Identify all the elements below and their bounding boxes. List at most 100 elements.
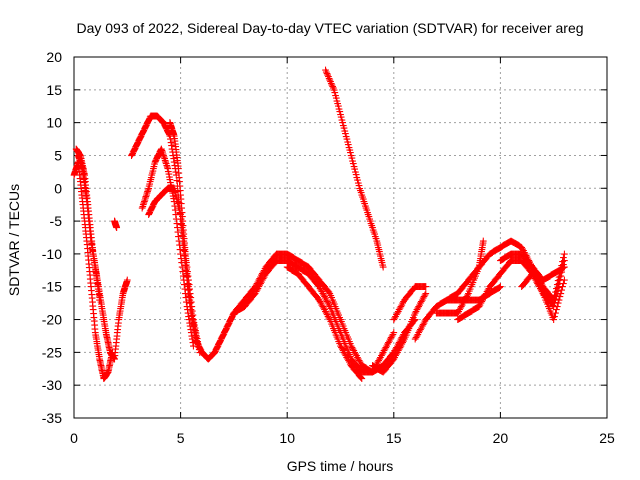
data-point: +	[117, 299, 125, 314]
data-point: +	[402, 291, 410, 306]
data-point: +	[384, 337, 392, 352]
data-point: +	[334, 99, 342, 114]
data-point: +	[409, 315, 417, 330]
data-point: +	[343, 350, 351, 365]
data-point: +	[182, 263, 190, 278]
data-point: +	[84, 245, 92, 260]
data-point: +	[242, 291, 250, 306]
data-point: +	[290, 251, 298, 266]
data-point: +	[375, 245, 383, 260]
data-point: +	[108, 348, 116, 363]
data-point: +	[90, 251, 98, 266]
data-point: +	[409, 283, 417, 298]
data-point: +	[80, 163, 88, 178]
data-point: +	[90, 251, 98, 266]
data-point: +	[329, 321, 337, 336]
data-point: +	[173, 174, 181, 189]
data-point: +	[178, 256, 186, 271]
data-point: +	[264, 258, 272, 273]
data-point: +	[88, 237, 96, 252]
data-point: +	[82, 181, 90, 196]
data-point: +	[138, 201, 146, 216]
data-point: +	[354, 176, 362, 191]
data-point: +	[416, 280, 424, 295]
data-point: +	[198, 345, 206, 360]
data-point: +	[73, 142, 81, 157]
data-point: +	[369, 223, 377, 238]
data-point: +	[407, 285, 415, 300]
data-point: +	[135, 134, 143, 149]
data-point: +	[162, 157, 170, 172]
data-point: +	[153, 109, 161, 124]
data-point: +	[169, 124, 177, 139]
y-tick-label: -25	[42, 344, 62, 360]
data-point: +	[176, 175, 184, 190]
data-point: +	[306, 282, 314, 297]
data-point: +	[189, 313, 197, 328]
y-tick-label: -30	[42, 377, 62, 393]
data-point: +	[194, 339, 202, 354]
data-point: +	[228, 309, 236, 324]
data-point: +	[171, 137, 179, 152]
data-point: +	[103, 367, 111, 382]
data-point: +	[231, 305, 239, 320]
data-point: +	[332, 88, 340, 103]
data-point: +	[311, 274, 319, 289]
data-point: +	[406, 319, 414, 334]
data-point: +	[165, 128, 173, 143]
data-point: +	[93, 271, 101, 286]
data-point: +	[260, 270, 268, 285]
data-point: +	[193, 334, 201, 349]
data-point: +	[401, 325, 409, 340]
data-point: +	[176, 203, 184, 218]
data-point: +	[386, 356, 394, 371]
data-point: +	[262, 267, 270, 282]
data-point: +	[341, 124, 349, 139]
data-point: +	[356, 183, 364, 198]
data-point: +	[394, 344, 402, 359]
data-point: +	[177, 208, 185, 223]
data-point: +	[150, 109, 158, 124]
data-point: +	[105, 340, 113, 355]
data-point: +	[109, 350, 117, 365]
data-point: +	[91, 260, 99, 275]
data-point: +	[76, 154, 84, 169]
data-point: +	[168, 183, 176, 198]
data-point: +	[195, 343, 203, 358]
data-point: +	[170, 192, 178, 207]
data-point: +	[334, 96, 342, 111]
data-point: +	[176, 179, 184, 194]
data-point: +	[81, 181, 89, 196]
data-point: +	[211, 344, 219, 359]
data-point: +	[139, 199, 147, 214]
data-point: +	[352, 347, 360, 362]
data-point: +	[175, 229, 183, 244]
data-point: +	[78, 185, 86, 200]
data-point: +	[83, 185, 91, 200]
data-point: +	[405, 321, 413, 336]
data-point: +	[332, 328, 340, 343]
data-point: +	[120, 283, 128, 298]
data-point: +	[244, 295, 252, 310]
data-point: +	[342, 326, 350, 341]
data-point: +	[250, 288, 258, 303]
data-point: +	[274, 253, 282, 268]
data-point: +	[368, 218, 376, 233]
data-point: +	[316, 274, 324, 289]
data-point: +	[297, 270, 305, 285]
data-point: +	[175, 162, 183, 177]
data-point: +	[329, 293, 337, 308]
data-point: +	[395, 342, 403, 357]
data-point: +	[245, 287, 253, 302]
data-point: +	[404, 323, 412, 338]
series-arc-9: ++++++++++++++++++++++++++++++++++++++++…	[198, 247, 419, 380]
data-point: +	[87, 234, 95, 249]
data-point: +	[324, 296, 332, 311]
data-point: +	[376, 363, 384, 378]
data-point: +	[87, 231, 95, 246]
data-point: +	[95, 345, 103, 360]
data-point: +	[101, 371, 109, 386]
data-point: +	[349, 361, 357, 376]
data-point: +	[95, 348, 103, 363]
data-point: +	[108, 348, 116, 363]
